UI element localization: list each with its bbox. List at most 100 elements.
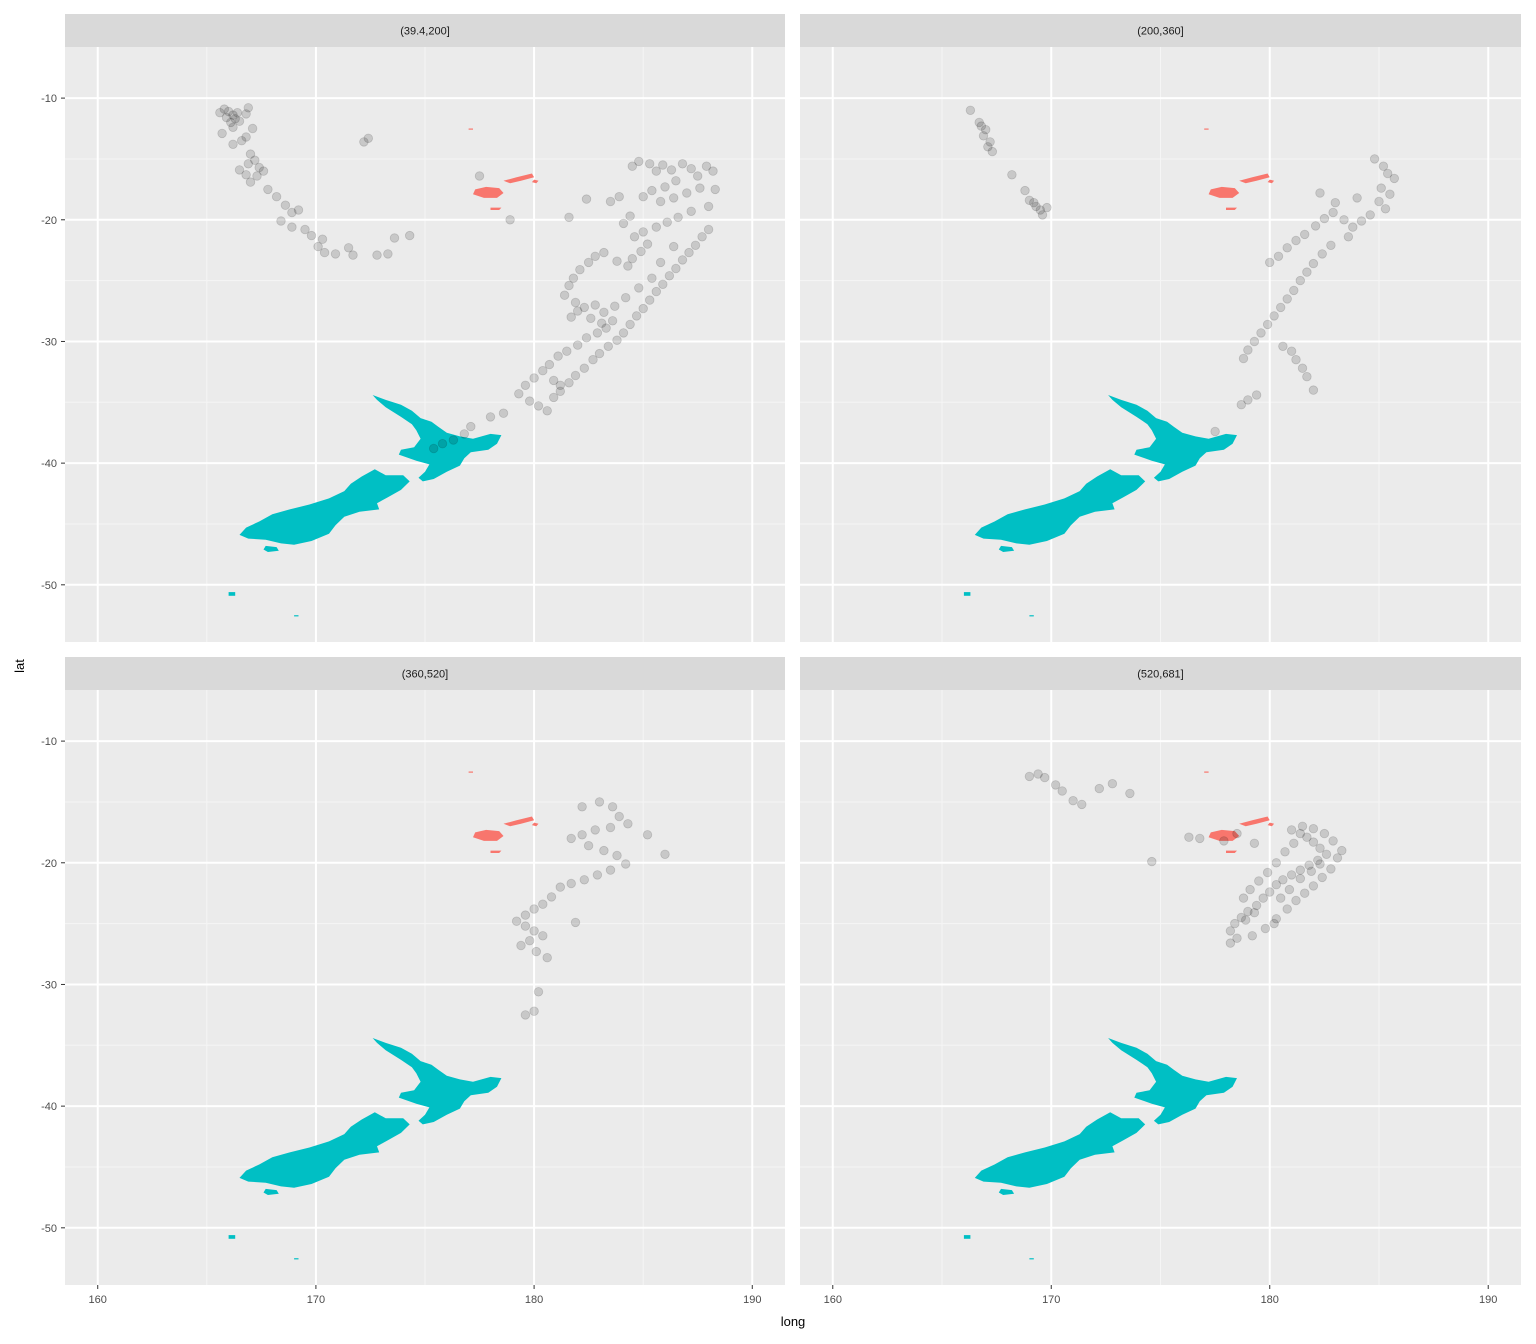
data-point	[529, 926, 539, 936]
data-point	[1352, 193, 1362, 203]
data-point	[708, 166, 718, 176]
facet-panel: (520,681] 160 170 180 190	[800, 657, 1521, 1306]
data-point	[614, 191, 624, 202]
data-point	[662, 217, 672, 227]
data-point	[693, 171, 703, 181]
data-point	[1238, 353, 1249, 364]
panel-content	[228, 771, 670, 1260]
data-point	[703, 201, 714, 212]
fiji-viti-levu	[473, 829, 504, 841]
data-point	[516, 940, 526, 951]
data-point	[1326, 240, 1336, 251]
data-point	[280, 200, 291, 210]
data-point	[1313, 855, 1323, 866]
facet-strip-label: (39.4,200]	[400, 26, 450, 38]
data-point	[568, 273, 579, 283]
data-point	[1382, 168, 1393, 179]
data-point	[1225, 926, 1236, 936]
fiji-rotuma	[1204, 128, 1209, 130]
x-tick-label: 180	[525, 1294, 543, 1306]
facet-strip-label: (200,360]	[1137, 26, 1183, 38]
y-axis-title: lat	[12, 659, 27, 673]
data-point	[363, 133, 374, 144]
data-point	[588, 355, 598, 365]
nz-south-island	[974, 469, 1146, 545]
data-point	[590, 825, 600, 835]
x-tick-label: 160	[824, 1294, 842, 1306]
fiji-taveuni	[1267, 822, 1275, 827]
data-point	[1286, 825, 1297, 835]
panel-content	[963, 105, 1400, 617]
data-point	[485, 412, 496, 422]
facet-strip-label: (520,681]	[1137, 669, 1183, 681]
data-point	[1068, 796, 1078, 806]
data-point	[590, 251, 600, 261]
fiji-rotuma	[468, 771, 473, 773]
nz-campbell-island	[1029, 615, 1034, 617]
nz-stewart-island	[263, 545, 279, 552]
data-point	[555, 882, 566, 892]
x-tick-label: 160	[89, 1294, 107, 1306]
data-point	[1273, 251, 1284, 261]
fiji-kadavu	[1226, 850, 1237, 853]
data-point	[306, 230, 317, 241]
nz-auckland-islands	[963, 1235, 971, 1239]
fiji-vanua-levu	[503, 173, 535, 184]
data-point	[1291, 895, 1301, 906]
data-point	[612, 256, 622, 266]
data-point	[1299, 888, 1310, 898]
y-tick-label: -30	[41, 979, 57, 991]
data-point	[243, 103, 254, 113]
fiji-taveuni	[531, 179, 539, 184]
data-point	[1348, 222, 1358, 232]
data-point	[542, 953, 552, 963]
data-point	[634, 283, 644, 293]
data-point	[1286, 870, 1297, 880]
data-point	[474, 171, 485, 181]
data-point	[1107, 779, 1118, 789]
data-point	[1147, 856, 1157, 867]
data-point	[570, 370, 581, 381]
data-point	[1251, 390, 1262, 400]
data-point	[533, 401, 544, 411]
fiji-viti-levu	[473, 186, 504, 198]
data-point	[1295, 873, 1306, 884]
fiji-taveuni	[1267, 179, 1275, 184]
data-point	[1232, 828, 1242, 839]
facet-strip-label: (360,520]	[402, 669, 448, 681]
data-point	[520, 1010, 531, 1020]
fiji-kadavu	[490, 850, 502, 853]
data-point	[1219, 836, 1229, 846]
data-point	[981, 124, 991, 135]
data-point	[1269, 311, 1279, 321]
data-point	[317, 234, 328, 244]
data-point	[529, 373, 539, 383]
data-point	[1057, 786, 1067, 796]
data-point	[1317, 872, 1327, 883]
data-point	[533, 987, 544, 997]
data-point	[538, 931, 548, 941]
data-point	[287, 207, 297, 218]
data-point	[1306, 866, 1317, 877]
nz-south-island	[239, 1112, 410, 1188]
data-point	[1271, 858, 1282, 868]
data-point	[505, 215, 515, 225]
data-point	[330, 249, 341, 259]
data-point	[965, 105, 976, 116]
facet-strip	[65, 14, 785, 47]
data-point	[581, 333, 592, 343]
data-point	[627, 161, 638, 171]
data-point	[466, 421, 476, 432]
data-point	[983, 142, 993, 152]
data-point	[1050, 780, 1061, 790]
data-point	[1031, 201, 1041, 212]
data-point	[666, 165, 677, 175]
data-point	[671, 176, 681, 186]
data-point	[577, 830, 587, 840]
data-point	[1286, 346, 1297, 356]
data-point	[673, 212, 683, 223]
data-point	[594, 348, 605, 359]
data-point	[1356, 216, 1367, 226]
data-point	[1238, 893, 1249, 903]
data-point	[241, 170, 251, 180]
